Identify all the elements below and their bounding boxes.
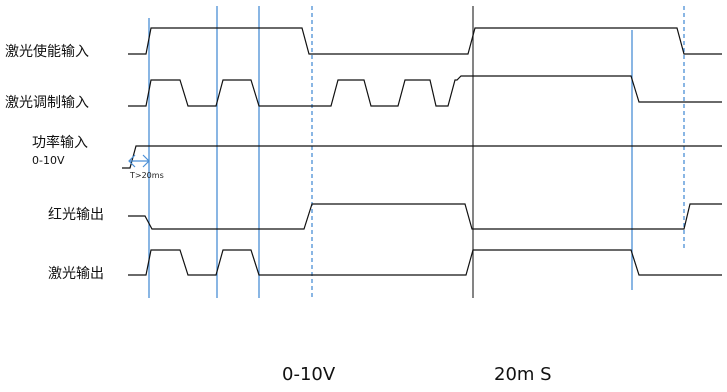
signal-label-modulation: 激光调制输入 — [5, 94, 89, 111]
signal-label-power: 功率输入 — [32, 134, 88, 151]
signal-label-red-light: 红光输出 — [48, 207, 104, 223]
waveform-modulation — [128, 75, 722, 107]
bottom-label-time: 20m S — [494, 364, 552, 385]
signal-sublabel-power-range: 0-10V — [32, 154, 65, 167]
waveform-laser-output — [128, 249, 722, 276]
signal-label-laser-output: 激光输出 — [48, 265, 104, 282]
signal-label-enable: 激光使能输入 — [5, 43, 89, 60]
delay-annotation: T>20ms — [129, 171, 164, 180]
bottom-label-voltage: 0-10V — [282, 364, 336, 385]
waveform-red-light — [128, 203, 722, 230]
waveform-enable — [128, 27, 722, 55]
delay-arrow-icon — [128, 154, 150, 168]
